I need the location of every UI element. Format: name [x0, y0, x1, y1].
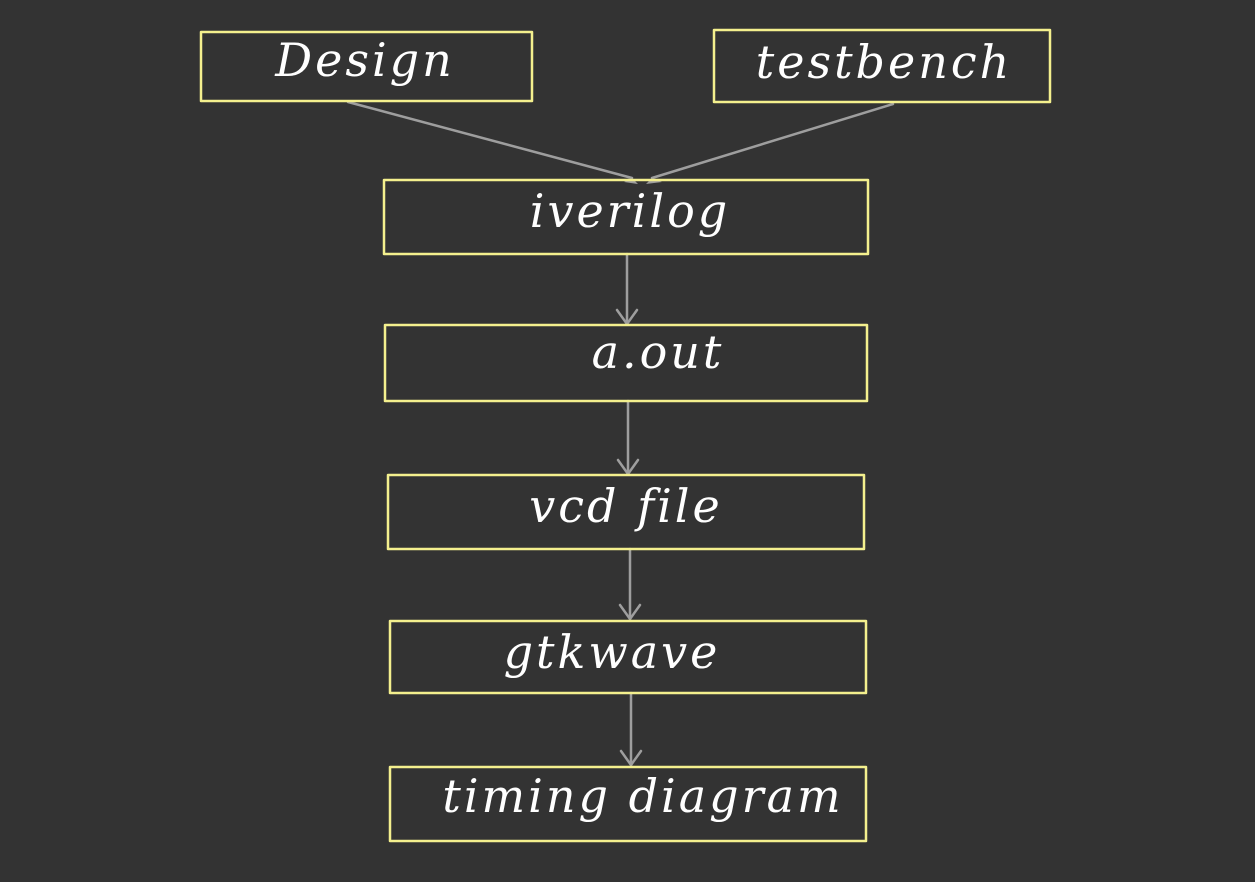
nodes-layer: Design testbench iverilog a.out vcd file… [199, 28, 1052, 843]
node-timing-box [388, 765, 868, 843]
edge-gtkwave-to-timing [619, 691, 643, 767]
node-aout-label: a.out [592, 325, 725, 379]
edge-vcd-to-gtkwave [618, 547, 642, 621]
node-design-box [199, 30, 534, 103]
node-timing: timing diagram [388, 765, 868, 843]
node-aout-box [383, 323, 869, 403]
node-gtkwave-label: gtkwave [504, 625, 721, 679]
node-gtkwave: gtkwave [388, 619, 868, 695]
node-iverilog-label: iverilog [530, 184, 730, 238]
node-vcd: vcd file [386, 473, 866, 551]
node-iverilog: iverilog [382, 178, 870, 256]
node-timing-label: timing diagram [442, 769, 843, 823]
node-aout: a.out [383, 323, 869, 403]
node-testbench: testbench [712, 28, 1052, 104]
node-vcd-label: vcd file [529, 479, 723, 533]
node-testbench-label: testbench [756, 35, 1012, 89]
node-iverilog-box [382, 178, 870, 256]
node-design: Design [199, 30, 534, 103]
node-vcd-box [386, 473, 866, 551]
node-testbench-box [712, 28, 1052, 104]
node-design-label: Design [274, 33, 455, 87]
node-gtkwave-box [388, 619, 868, 695]
edges-layer [346, 100, 895, 767]
